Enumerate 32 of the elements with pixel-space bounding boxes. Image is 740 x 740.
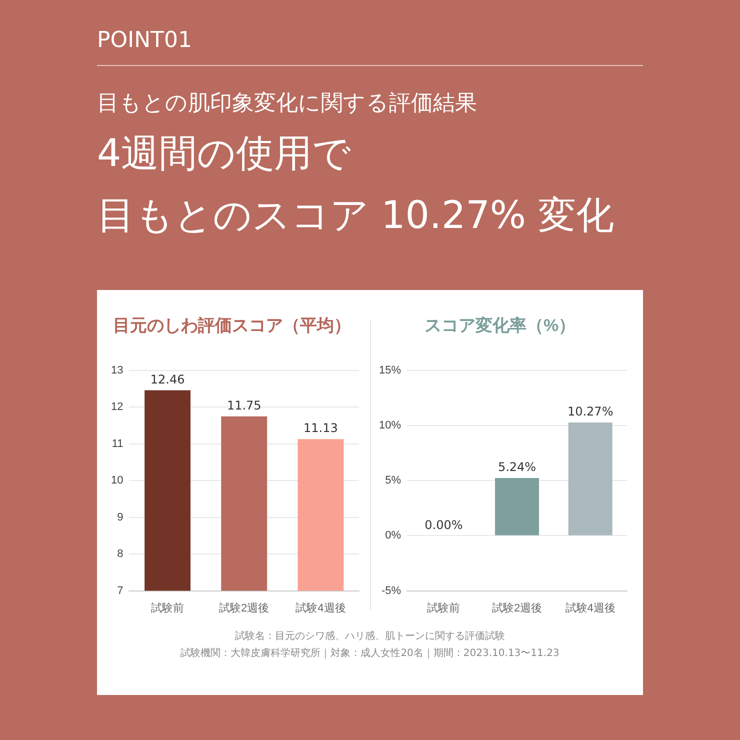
y-tick-label: 0% — [385, 530, 402, 542]
text: 目もとのスコア 10.27% 変化 — [97, 192, 616, 239]
data-label: 10.27% — [567, 404, 614, 419]
data-label: 12.46 — [150, 372, 185, 386]
data-label: 11.13 — [304, 421, 338, 436]
chart-title: 目元のしわ評価スコア（平均） — [113, 316, 351, 335]
y-tick-label: 9 — [117, 511, 124, 524]
data-label: 11.75 — [226, 398, 262, 412]
text: 目もとの肌印象変化に関する評価結果 — [97, 90, 478, 118]
text: 試験機関：大韓皮膚科学研究所｜対象：成人女性20名｜期間：2023.10.13〜11.23 — [180, 646, 560, 661]
y-tick-label: 11 — [112, 438, 124, 450]
y-tick-label: 7 — [117, 584, 124, 597]
x-tick-label: 試験前 — [151, 601, 184, 614]
y-tick-label: 8 — [117, 548, 124, 560]
y-tick-label: 13 — [110, 364, 124, 376]
x-tick-label: 試験2週後 — [492, 601, 542, 614]
y-tick-label: 10% — [378, 420, 402, 432]
data-label: 5.24% — [498, 460, 536, 474]
y-tick-label: 15% — [378, 364, 402, 376]
text: POINT01 — [97, 28, 643, 66]
data-label: 0.00% — [424, 518, 463, 532]
x-tick-label: 試験4週後 — [565, 601, 616, 614]
text: 試験名：目元のシワ感、ハリ感、肌トーンに関する評価試験 — [234, 630, 506, 644]
y-tick-label: 12 — [110, 401, 124, 414]
text: 4週間の使用で — [97, 130, 352, 177]
chart-title: スコア変化率（%） — [424, 316, 576, 335]
x-tick-label: 試験4週後 — [296, 601, 346, 614]
x-tick-label: 試験前 — [427, 601, 460, 614]
y-tick-label: 5% — [385, 474, 402, 487]
y-tick-label: -5% — [381, 584, 402, 597]
y-tick-label: 10 — [110, 474, 124, 487]
x-tick-label: 試験2週後 — [219, 601, 270, 614]
